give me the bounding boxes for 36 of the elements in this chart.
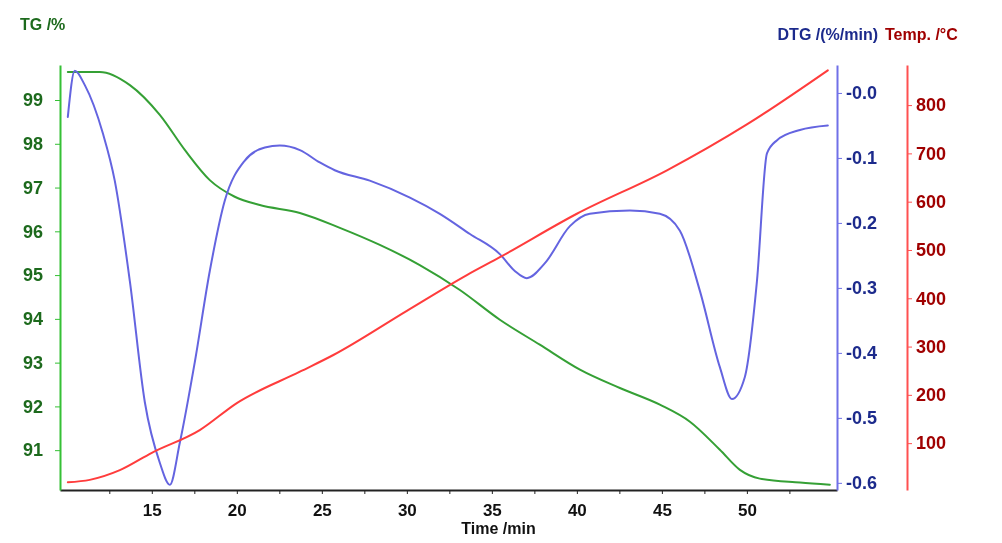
x-tick-label: 45 (652, 500, 672, 520)
y3-axis-title: Temp. /°C (885, 26, 959, 43)
y3-tick-label: 100 (916, 433, 947, 454)
y-tick-label: 98 (22, 134, 43, 155)
y3-tick-label: 400 (916, 288, 947, 309)
y2-axis-title: DTG /(%/min) (777, 26, 878, 43)
y-tick-label: 99 (22, 90, 43, 111)
y-tick-label: 95 (22, 265, 43, 286)
y-tick-label: 93 (22, 352, 43, 373)
y3-tick-label: 200 (916, 385, 947, 406)
y2-tick-label: -0.3 (846, 278, 878, 299)
y-tick-label: 92 (22, 396, 43, 417)
y2-tick-label: -0.0 (846, 83, 878, 104)
y-tick-label: 94 (22, 309, 43, 330)
y2-tick-label: -0.5 (846, 408, 878, 429)
y-axis-title: TG /% (20, 16, 66, 33)
x-tick-label: 25 (312, 500, 332, 520)
x-tick-label: 15 (142, 500, 162, 520)
y-tick-label: 96 (22, 221, 43, 242)
y2-tick-label: -0.2 (846, 213, 878, 234)
x-tick-label: 20 (227, 500, 247, 520)
y3-tick-label: 300 (916, 336, 947, 357)
y3-tick-label: 500 (916, 240, 947, 261)
y3-tick-label: 600 (916, 191, 947, 212)
y-tick-label: 97 (22, 177, 43, 198)
y2-tick-label: -0.6 (846, 473, 878, 494)
x-tick-label: 30 (397, 500, 417, 520)
x-tick-label: 35 (482, 500, 502, 520)
x-tick-label: 40 (567, 500, 587, 520)
y2-tick-label: -0.1 (846, 148, 878, 169)
x-axis-title: Time /min (461, 520, 536, 537)
y2-tick-label: -0.4 (846, 343, 878, 364)
y-tick-label: 91 (22, 440, 43, 461)
y3-tick-label: 700 (916, 143, 947, 164)
y3-tick-label: 800 (916, 95, 947, 116)
x-tick-label: 50 (737, 500, 757, 520)
